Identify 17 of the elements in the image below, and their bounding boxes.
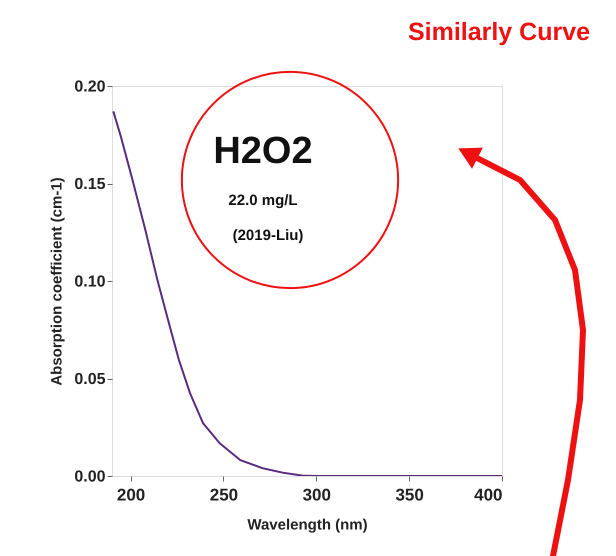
y-axis-title: Absorption coefficient (cm-1) [48,177,66,386]
x-tick-label: 400 [474,486,502,504]
annotation: H2O2 [213,130,313,172]
chart-title: Similarly Curve [408,18,590,46]
y-tick-label: 0.05 [74,371,106,388]
line-series [112,110,502,476]
annotation: (2019-Liu) [232,227,304,244]
x-axis-title: Wavelength (nm) [247,516,368,534]
x-tick-label: 300 [302,486,331,504]
y-tick-label: 0.15 [74,176,106,193]
annotation: 22.0 mg/L [228,192,298,209]
x-tick-label: 250 [210,486,238,504]
y-tick-label: 0.10 [74,274,106,290]
x-tick-label: 350 [395,486,424,504]
y-tick-label: 0.20 [74,78,106,96]
x-tick-label: 200 [116,486,146,504]
y-tick-label: 0.00 [74,468,106,486]
